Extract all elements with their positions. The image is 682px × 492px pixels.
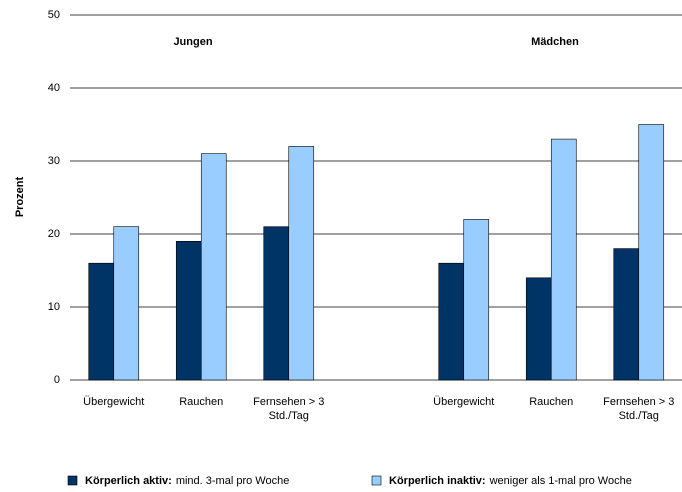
x-tick-label: Übergewicht bbox=[433, 396, 495, 408]
y-tick-label: 40 bbox=[48, 82, 60, 94]
bar bbox=[88, 262, 115, 381]
x-tick-label: Fernsehen > 3 Std./Tag bbox=[253, 396, 325, 422]
legend-entry: Körperlich aktiv: mind. 3-mal pro Woche bbox=[85, 475, 289, 487]
x-tick-label: Fernsehen > 3 Std./Tag bbox=[603, 396, 675, 422]
bar bbox=[263, 226, 290, 381]
legend-description: weniger als 1-mal pro Woche bbox=[489, 475, 632, 487]
legend-swatch bbox=[67, 475, 78, 486]
x-tick-label: Rauchen bbox=[529, 396, 574, 408]
bar bbox=[550, 138, 577, 381]
y-axis-label: Prozent bbox=[14, 176, 26, 217]
y-tick-label: 30 bbox=[48, 155, 60, 167]
legend-name: Körperlich inaktiv: bbox=[389, 475, 486, 487]
y-tick-label: 10 bbox=[48, 301, 60, 313]
bar bbox=[638, 124, 665, 381]
bar bbox=[113, 226, 140, 381]
group-label: Jungen bbox=[173, 36, 212, 48]
y-tick-label: 50 bbox=[48, 9, 60, 21]
legend-description: mind. 3-mal pro Woche bbox=[176, 475, 290, 487]
bar bbox=[438, 262, 465, 381]
bar bbox=[200, 153, 227, 381]
bar bbox=[288, 146, 315, 381]
bar bbox=[175, 241, 202, 381]
bar bbox=[463, 219, 490, 381]
y-tick-label: 0 bbox=[54, 374, 60, 386]
legend-swatch bbox=[371, 475, 382, 486]
legend-name: Körperlich aktiv: bbox=[85, 475, 172, 487]
bar bbox=[525, 277, 552, 381]
y-tick-label: 20 bbox=[48, 228, 60, 240]
x-tick-label: Rauchen bbox=[179, 396, 224, 408]
x-tick-label: Übergewicht bbox=[83, 396, 145, 408]
group-label: Mädchen bbox=[531, 36, 579, 48]
bar bbox=[613, 248, 640, 381]
legend-entry: Körperlich inaktiv: weniger als 1-mal pro… bbox=[389, 475, 632, 487]
